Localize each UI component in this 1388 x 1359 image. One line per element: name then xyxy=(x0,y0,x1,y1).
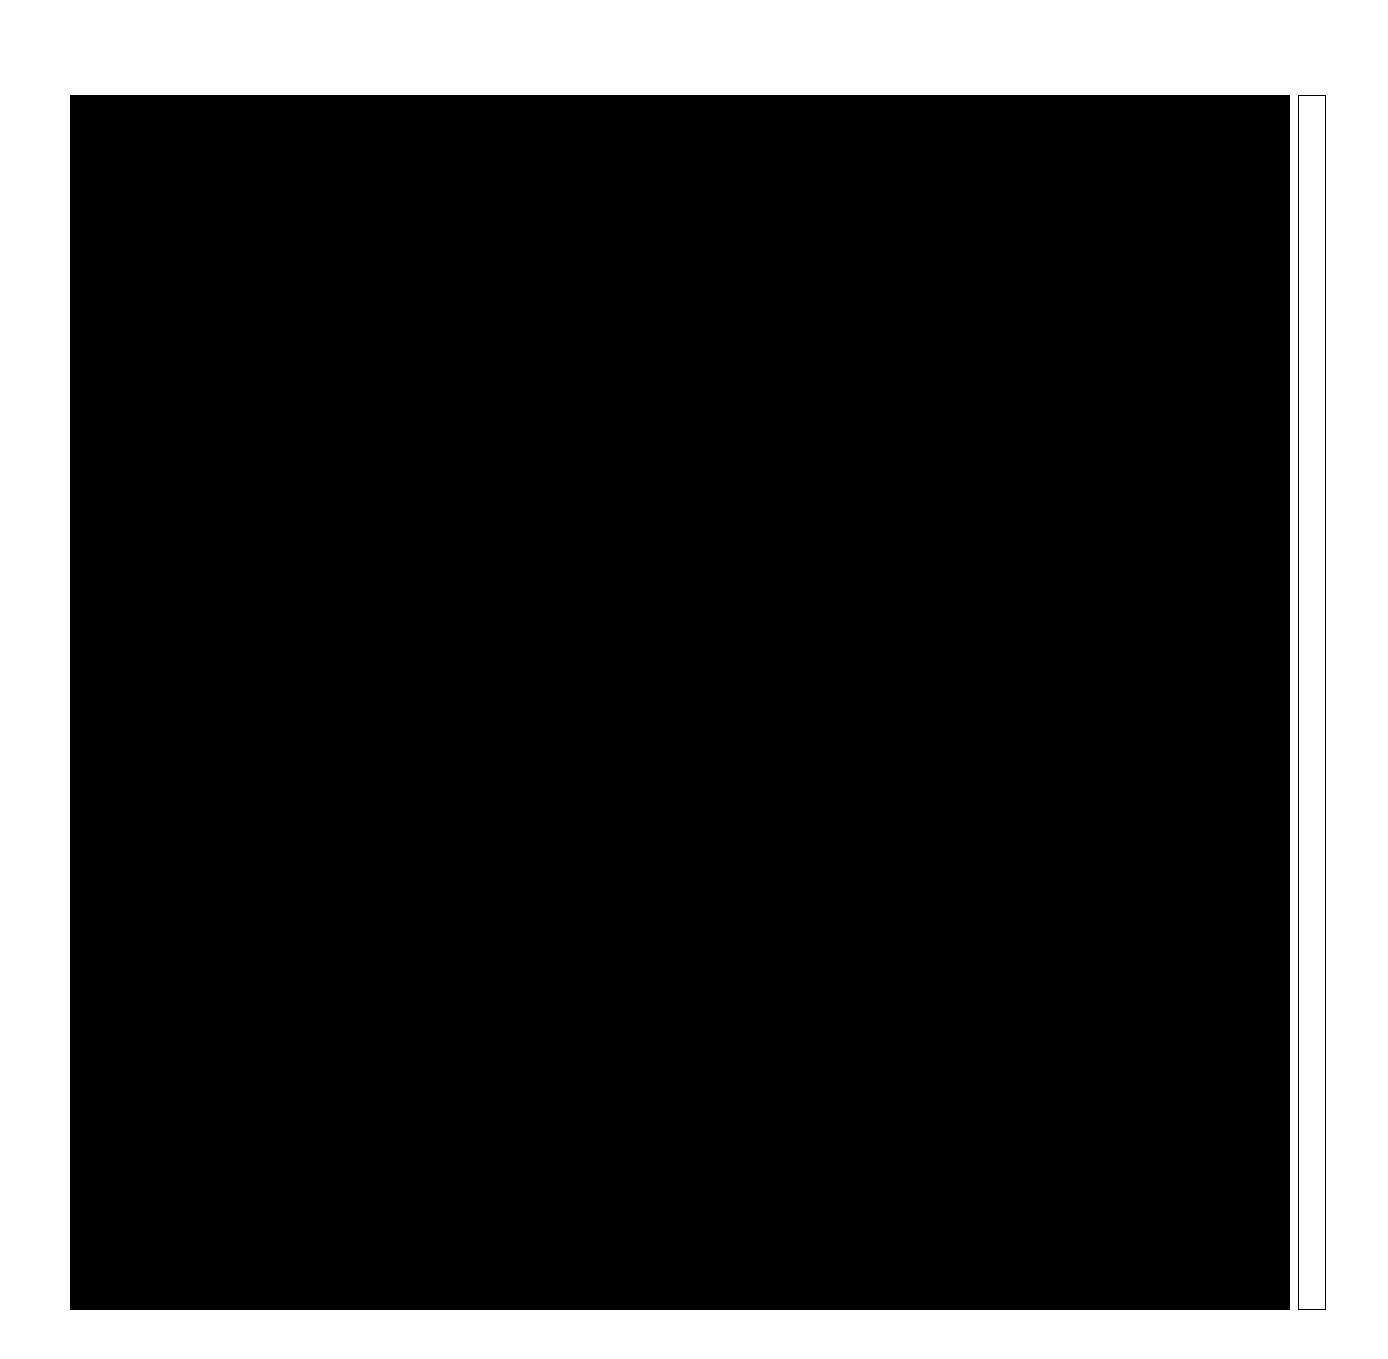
colorbar xyxy=(1298,95,1326,1310)
copyright-badge xyxy=(70,1300,94,1310)
satellite-canvas xyxy=(70,95,1290,1310)
satellite-map xyxy=(70,95,1290,1310)
